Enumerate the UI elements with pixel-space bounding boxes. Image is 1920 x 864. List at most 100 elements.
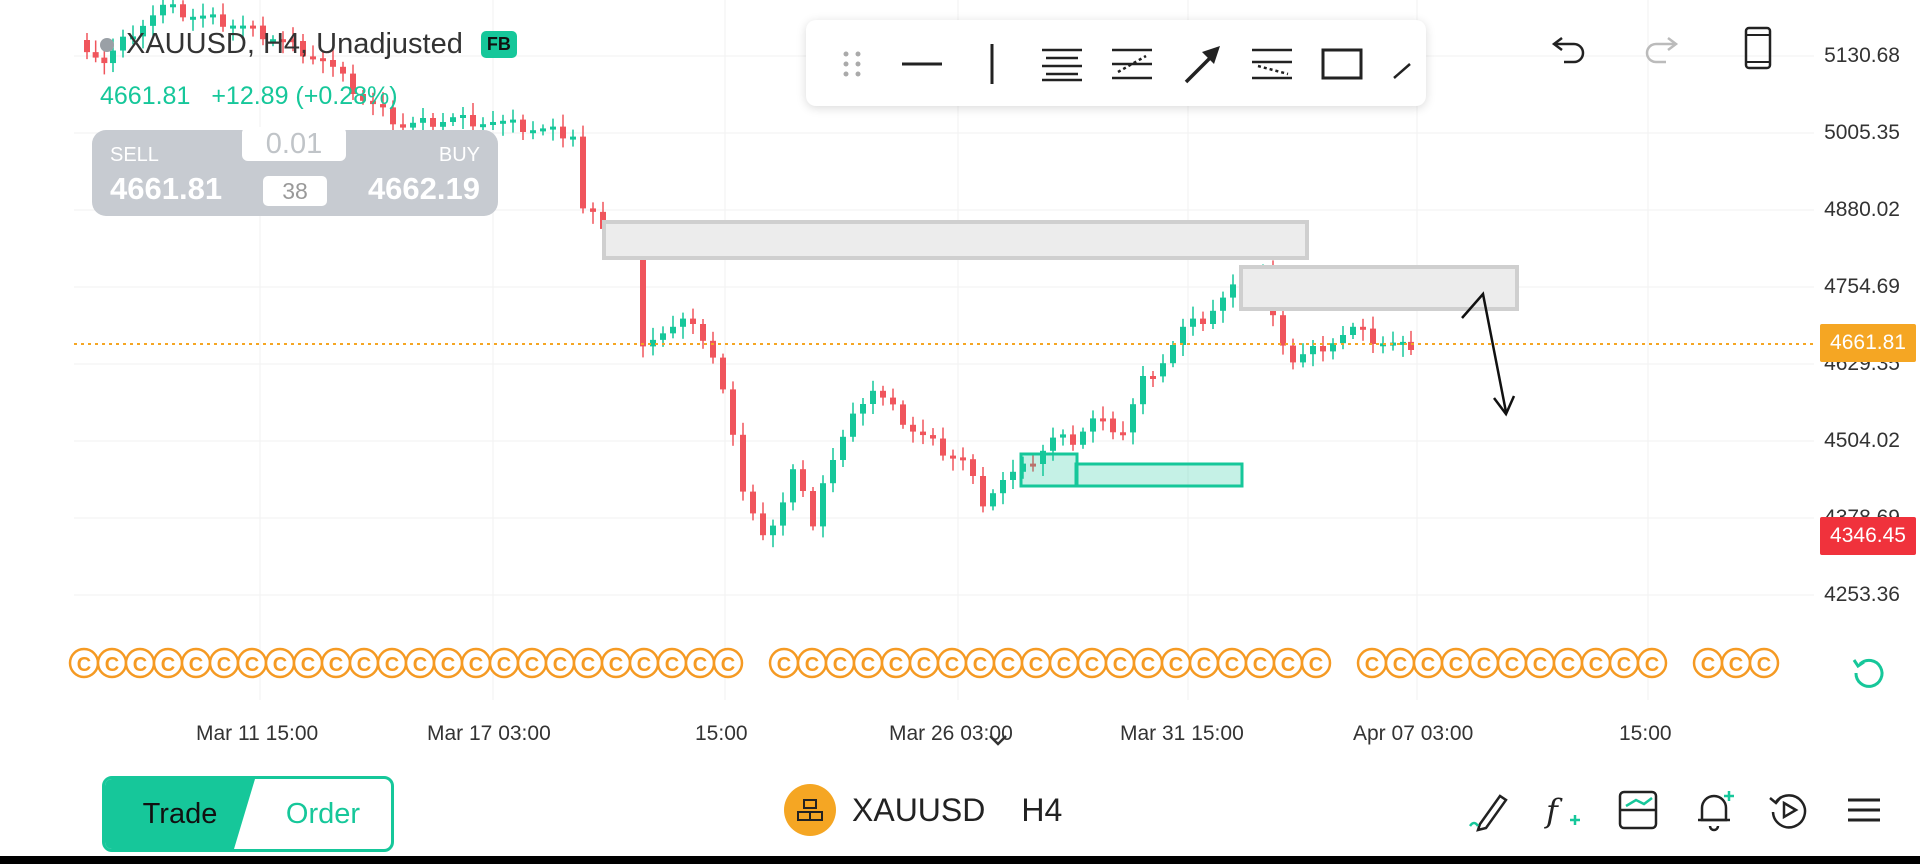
candle-body [230,25,236,29]
chevron-down-icon[interactable] [986,732,1010,748]
time-axis-label: Mar 11 15:00 [196,722,319,745]
drag-handle-icon[interactable] [826,38,878,90]
current-price-tag: 4661.81 [1820,324,1916,362]
candle-body [560,126,566,139]
sell-price: 4661.81 [110,171,223,206]
candle-body [470,115,476,127]
parallel-channel-icon[interactable] [1036,38,1088,90]
draw-pencil-icon[interactable] [1466,786,1514,834]
add-alert-icon[interactable] [1690,786,1738,834]
candle-body [440,122,446,127]
event-marker[interactable] [712,647,744,679]
event-marker-label: C [1477,654,1491,676]
price-change: +12.89 (+0.28%) [211,82,398,110]
price-axis-label: 4754.69 [1824,275,1900,298]
candle-body [370,100,376,105]
system-bar [0,856,1920,864]
candle-body [1080,431,1086,445]
trade-tab[interactable]: Trade [105,779,255,849]
event-marker-label: C [273,654,287,676]
arrow-icon[interactable] [1176,38,1228,90]
gold-icon [784,784,836,836]
candle-body [680,318,686,327]
fib-channel-icon[interactable] [1246,38,1298,90]
supply-zone-rectangle-2[interactable] [1239,265,1519,311]
candle-body [500,120,506,124]
candle-body [930,435,936,439]
event-marker-label: C [1729,654,1743,676]
candle-body [990,493,996,507]
candle-body [130,36,136,40]
timeframe-selector[interactable]: H4 [1021,791,1063,828]
symbol-header[interactable]: XAUUSD, H4, Unadjusted FB [100,28,517,61]
event-marker-label: C [329,654,343,676]
candle-body [870,390,876,404]
event-marker-label: C [637,654,651,676]
sell-button[interactable]: SELL 4661.81 [110,144,222,207]
candle-body [101,57,108,64]
reset-chart-icon[interactable] [1846,650,1892,696]
event-marker[interactable] [1636,647,1668,679]
event-marker[interactable] [1748,647,1780,679]
candle-body [180,4,186,18]
menu-icon[interactable] [1840,786,1888,834]
candle-body [220,14,226,27]
candle-body [740,434,746,492]
replay-icon[interactable] [1764,786,1812,834]
candle-body [250,25,256,29]
candle-body [340,66,346,74]
last-price: 4661.81 [100,82,191,110]
candle-body [1230,284,1236,298]
event-marker-label: C [441,654,455,676]
trend-line-icon[interactable] [1380,38,1432,90]
horizontal-line-icon[interactable] [896,38,948,90]
event-marker-label: C [469,654,483,676]
redo-icon[interactable] [1638,26,1682,70]
lot-size-input[interactable]: 0.01 [242,127,346,161]
time-axis-label: Mar 26 03:00 [889,722,1013,745]
candle-body [92,52,99,58]
candle-body [970,459,976,476]
event-marker-label: C [1225,654,1239,676]
event-marker-label: C [1617,654,1631,676]
phone-layout-icon[interactable] [1736,26,1780,70]
demand-zone-rectangle[interactable] [1019,452,1079,488]
buy-button[interactable]: BUY 4662.19 [368,144,480,207]
indicators-icon[interactable]: f [1538,786,1586,834]
candle-body [1408,341,1414,350]
event-marker-label: C [1057,654,1071,676]
candle-body [650,339,656,347]
undo-icon[interactable] [1548,26,1592,70]
symbol-selector[interactable]: XAUUSD H4 [784,784,1062,836]
quick-trade-panel: SELL 4661.81 0.01 38 BUY 4662.19 [92,127,498,216]
candle-body [1320,346,1326,352]
order-tab[interactable]: Order [285,798,361,830]
candle-body [770,525,776,536]
event-marker-label: C [721,654,735,676]
candle-body [710,340,716,358]
fib-retracement-icon[interactable] [1106,38,1158,90]
event-marker-label: C [581,654,595,676]
projection-arrow-drawing[interactable] [1461,291,1508,413]
supply-zone-rectangle[interactable] [602,220,1309,260]
candle-body [450,117,456,122]
event-marker[interactable] [1300,647,1332,679]
event-marker-label: C [525,654,539,676]
vertical-line-icon[interactable] [966,38,1018,90]
templates-icon[interactable] [1614,786,1662,834]
event-marker-label: C [497,654,511,676]
candle-body [420,118,426,123]
event-marker-label: C [1141,654,1155,676]
candle-body [1000,480,1006,494]
event-marker-label: C [1281,654,1295,676]
event-marker-label: C [1533,654,1547,676]
event-marker-label: C [973,654,987,676]
candle-body [360,94,366,101]
candle-body [380,104,386,108]
demand-zone-rectangle-2[interactable] [1074,462,1244,488]
candle-body [1150,376,1156,379]
candle-body [1040,450,1046,464]
rectangle-icon[interactable] [1316,38,1368,90]
event-marker-label: C [1589,654,1603,676]
